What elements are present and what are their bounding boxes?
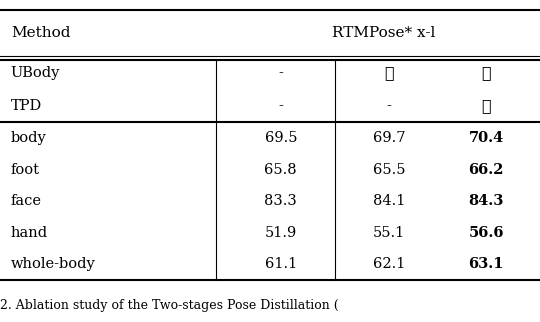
Text: 56.6: 56.6: [468, 226, 504, 240]
Text: -: -: [278, 99, 284, 113]
Text: whole-body: whole-body: [11, 257, 96, 271]
Text: body: body: [11, 131, 46, 145]
Text: face: face: [11, 194, 42, 208]
Text: 83.3: 83.3: [265, 194, 297, 208]
Text: ✓: ✓: [481, 64, 491, 81]
Text: 63.1: 63.1: [468, 257, 504, 271]
Text: 62.1: 62.1: [373, 257, 405, 271]
Text: Method: Method: [11, 26, 70, 40]
Text: foot: foot: [11, 163, 40, 177]
Text: ✓: ✓: [384, 64, 394, 81]
Text: 70.4: 70.4: [468, 131, 504, 145]
Text: 84.1: 84.1: [373, 194, 405, 208]
Text: UBody: UBody: [11, 66, 60, 80]
Text: 61.1: 61.1: [265, 257, 297, 271]
Text: 66.2: 66.2: [468, 163, 504, 177]
Text: TPD: TPD: [11, 99, 42, 113]
Text: -: -: [278, 66, 284, 80]
Text: 84.3: 84.3: [468, 194, 504, 208]
Text: RTMPose* x-l: RTMPose* x-l: [332, 26, 435, 40]
Text: 65.5: 65.5: [373, 163, 405, 177]
Text: ✓: ✓: [481, 97, 491, 114]
Text: 2. Ablation study of the Two-stages Pose Distillation (: 2. Ablation study of the Two-stages Pose…: [0, 299, 339, 312]
Text: 55.1: 55.1: [373, 226, 405, 240]
Text: 69.7: 69.7: [373, 131, 405, 145]
Text: 69.5: 69.5: [265, 131, 297, 145]
Text: hand: hand: [11, 226, 48, 240]
Text: -: -: [386, 99, 391, 113]
Text: 65.8: 65.8: [265, 163, 297, 177]
Text: 51.9: 51.9: [265, 226, 297, 240]
